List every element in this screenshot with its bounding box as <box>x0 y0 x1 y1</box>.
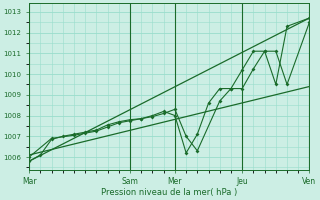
X-axis label: Pression niveau de la mer( hPa ): Pression niveau de la mer( hPa ) <box>101 188 237 197</box>
